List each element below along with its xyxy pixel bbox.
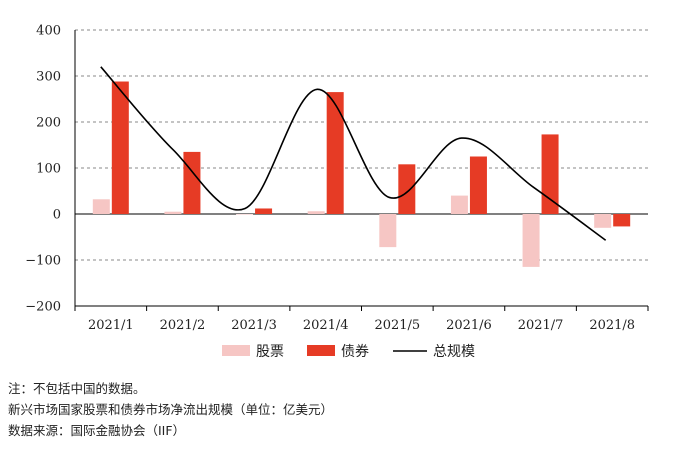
bar-bond [541,134,559,214]
note-exclusion: 注：不包括中国的数据。 [8,381,146,396]
legend-label-2: 总规模 [433,344,475,360]
legend-swatch-1 [307,345,335,356]
x-tick-label: 2021/5 [374,318,420,333]
legend-swatch-0 [222,345,250,356]
bar-equity [450,195,468,214]
bar-equity [236,214,254,215]
y-tick-label: 100 [36,162,61,177]
y-tick-label: −100 [25,254,61,269]
bar-bond [613,214,631,227]
x-tick-label: 2021/8 [589,318,635,333]
x-tick-label: 2021/2 [160,318,206,333]
bar-bond [398,164,416,214]
y-tick-labels: −200 −100 0 100 200 300 400 [25,24,61,315]
y-tick-label: 300 [36,70,61,85]
y-tick-label: 200 [36,116,61,131]
bars [92,81,631,267]
bar-equity [594,214,612,228]
chart: −200 −100 0 100 200 300 400 2021/1 2021/2 2021/3… [25,24,649,360]
legend: 股票 债券 总规模 [222,344,475,360]
legend-label-1: 债券 [341,344,369,360]
bar-bond [111,81,129,215]
bar-equity [307,211,325,214]
x-tick-labels: 2021/1 2021/2 2021/3 2021/4 2021/5 2021/6 2021… [88,318,635,333]
y-tick-label: −200 [25,300,61,315]
axes [74,30,649,311]
note-source: 数据来源：国际金融协会（IIF） [8,423,186,438]
bar-equity [164,211,182,214]
chart-notes: 注：不包括中国的数据。 新兴市场国家股票和债券市场净流出规模（单位：亿美元） 数… [8,378,333,441]
x-tick-label: 2021/4 [303,318,349,333]
x-tick-label: 2021/1 [88,318,134,333]
bar-bond [326,92,344,214]
bar-bond [469,156,487,214]
x-tick-label: 2021/7 [518,318,564,333]
bar-equity [522,214,540,267]
x-tick-label: 2021/3 [231,318,277,333]
total-line [100,66,607,241]
note-description: 新兴市场国家股票和债券市场净流出规模（单位：亿美元） [8,402,334,417]
x-tick-label: 2021/6 [446,318,492,333]
bar-equity [379,214,397,248]
bar-equity [92,199,110,214]
y-tick-label: 0 [53,208,61,223]
bar-bond [255,208,273,214]
legend-label-0: 股票 [256,344,284,360]
total-series-line [100,66,607,241]
y-tick-label: 400 [36,24,61,39]
bar-bond [183,151,201,214]
gridlines [75,29,648,307]
